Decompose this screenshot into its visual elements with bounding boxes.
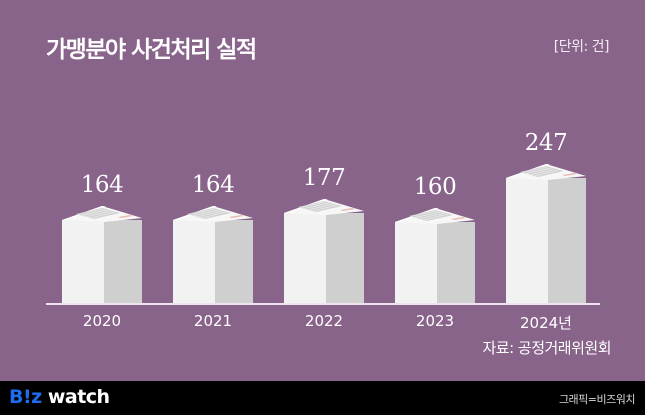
bar-2022	[284, 199, 364, 303]
bar-side-face	[326, 213, 364, 303]
bar-side-face	[104, 220, 142, 303]
bizwatch-logo: B!z watch	[9, 386, 110, 408]
bar-front-face	[62, 220, 104, 303]
bar-side-face	[548, 178, 586, 303]
bar-front-face	[284, 213, 326, 303]
bar-front-face	[506, 178, 548, 303]
bar-front-face	[173, 220, 215, 303]
x-axis-label: 2023	[415, 312, 455, 330]
value-label: 164	[191, 172, 235, 198]
logo-suffix: watch	[41, 386, 110, 408]
x-axis-baseline	[46, 303, 600, 305]
bar-front-face	[395, 222, 437, 303]
x-axis-label: 2020	[82, 312, 122, 330]
source-note: 자료: 공정거래위원회	[482, 339, 611, 357]
bar-2023	[395, 208, 475, 303]
bar-lid-icon	[284, 199, 364, 215]
x-axis-label: 2022	[304, 312, 344, 330]
bar-side-face	[437, 222, 475, 303]
x-axis-label: 2021	[193, 312, 233, 330]
bar-lid-icon	[395, 208, 475, 224]
logo-prefix: B!z	[9, 386, 42, 408]
bar-lid-icon	[506, 164, 586, 180]
value-label: 247	[524, 130, 568, 156]
bar-chart: 164 2020 164 2021 177 2022 160 2023 247 2024년	[62, 130, 586, 332]
x-axis-label: 2024년	[520, 314, 572, 332]
value-label: 160	[413, 174, 457, 200]
value-label: 164	[80, 172, 124, 198]
value-label: 177	[302, 165, 346, 191]
bar-2020	[62, 206, 142, 303]
bar-lid-icon	[173, 206, 253, 222]
footer-bar: B!z watch 그래픽=비즈워치	[0, 381, 645, 415]
unit-label: [단위: 건]	[553, 39, 610, 55]
graphic-credit: 그래픽=비즈워치	[558, 393, 636, 406]
bar-lid-icon	[62, 206, 142, 222]
bar-2024년	[506, 164, 586, 303]
bar-2021	[173, 206, 253, 303]
bar-side-face	[215, 220, 253, 303]
chart-title: 가맹분야 사건처리 실적	[46, 37, 257, 63]
